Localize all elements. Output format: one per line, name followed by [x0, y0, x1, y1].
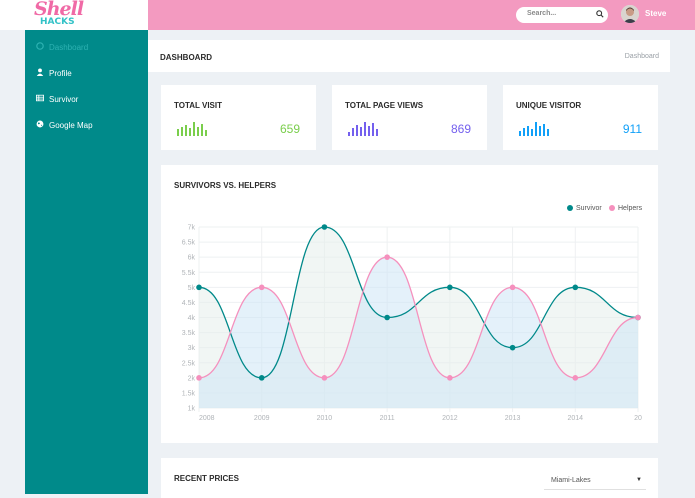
logo-sub-text: HACKS [40, 17, 75, 27]
location-select-value: Miami-Lakes [551, 477, 591, 484]
app-logo[interactable]: Shell HACKS [34, 0, 84, 27]
sidebar-item-profile[interactable]: Profile [25, 62, 148, 84]
sidebar-item-dashboard[interactable]: Dashboard [25, 36, 148, 58]
chevron-down-icon: ▼ [636, 477, 642, 483]
sidebar-item-google-map[interactable]: Google Map [25, 114, 148, 136]
globe-icon [36, 120, 44, 128]
chart-title: SURVIVORS VS. HELPERS [174, 181, 277, 190]
username[interactable]: Steve [645, 9, 667, 18]
stat-value: 911 [622, 122, 642, 136]
sidebar-item-label: Survivor [49, 95, 79, 104]
stat-title: UNIQUE VISITOR [516, 101, 582, 110]
page-header: DASHBOARD Dashboard [148, 40, 670, 72]
stat-value: 869 [450, 122, 471, 136]
user-icon [36, 68, 44, 76]
chart-panel: SURVIVORS VS. HELPERS Survivor Helpers [161, 165, 658, 443]
sidebar-item-label: Profile [49, 69, 72, 78]
sidebar-item-label: Google Map [49, 121, 93, 130]
avatar[interactable] [621, 5, 639, 23]
stat-card-total-visit: TOTAL VISIT 659 [161, 85, 316, 150]
legend-item-survivor[interactable]: Survivor [567, 205, 602, 212]
breadcrumb[interactable]: Dashboard [624, 53, 659, 60]
sparkline-chart [519, 122, 549, 136]
logo-main-text: Shell [34, 0, 84, 20]
sidebar-item-survivor[interactable]: Survivor [25, 88, 148, 110]
search-placeholder: Search... [527, 10, 557, 17]
stat-card-total-page-views: TOTAL PAGE VIEWS 869 [332, 85, 487, 150]
logo-area[interactable]: Shell HACKS [0, 0, 148, 30]
sidebar-item-label: Dashboard [49, 43, 89, 52]
stat-card-unique-visitor: UNIQUE VISITOR 911 [503, 85, 658, 150]
stat-title: TOTAL PAGE VIEWS [345, 101, 424, 110]
legend-item-helpers[interactable]: Helpers [609, 205, 642, 212]
location-select[interactable]: Miami-Lakes ▼ [544, 472, 646, 490]
legend-dot [567, 205, 573, 211]
legend-label: Helpers [618, 205, 643, 212]
recent-prices-title: RECENT PRICES [174, 474, 239, 483]
legend-label: Survivor [576, 205, 602, 212]
sparkline-chart [348, 122, 378, 136]
dashboard-icon [36, 42, 44, 50]
page-title: DASHBOARD [160, 53, 212, 62]
avatar-image [621, 5, 639, 23]
sparkline-chart [177, 122, 207, 136]
stat-title: TOTAL VISIT [174, 101, 223, 110]
search-icon[interactable] [596, 10, 604, 18]
search-input[interactable]: Search... [516, 7, 608, 23]
legend-dot [609, 205, 615, 211]
table-icon [36, 94, 44, 102]
stat-value: 659 [279, 122, 300, 136]
sidebar: Dashboard Profile Survivor Google Map [25, 30, 148, 494]
